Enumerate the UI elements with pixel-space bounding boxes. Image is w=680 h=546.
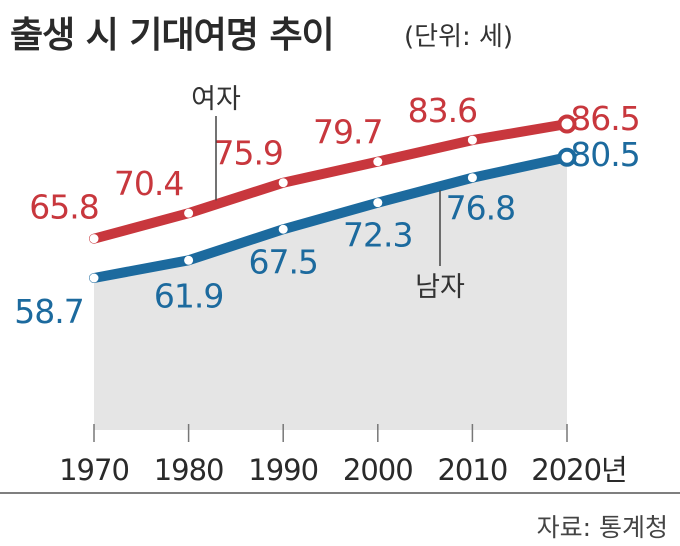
data-label: 76.8 <box>446 189 515 228</box>
data-point <box>373 198 383 208</box>
area-fill <box>94 157 567 430</box>
x-tick-label: 2020년 <box>531 453 626 487</box>
chart-title: 출생 시 기대여명 추이 <box>10 15 335 56</box>
source-note: 자료: 통계청 <box>536 513 668 542</box>
x-axis: 1970 1980 1990 2000 2010 2020년 <box>59 424 628 487</box>
data-point <box>184 208 194 218</box>
data-point <box>278 224 288 234</box>
series-layer <box>89 114 577 283</box>
label-layer: 65.8 70.4 75.9 79.7 83.6 86.5 58.7 61.9 67.5 72.3… <box>14 84 640 331</box>
data-point <box>557 147 577 167</box>
data-label: 83.6 <box>408 91 477 130</box>
x-tick-label: 1990 <box>248 453 318 487</box>
unit-label: (단위: 세) <box>404 22 514 52</box>
data-label: 65.8 <box>29 188 98 227</box>
data-point <box>278 178 288 188</box>
data-label: 61.9 <box>154 276 223 315</box>
data-point <box>467 135 477 145</box>
data-label: 75.9 <box>213 134 282 173</box>
data-label: 86.5 <box>570 99 639 138</box>
data-point <box>184 255 194 265</box>
data-label: 79.7 <box>313 113 382 152</box>
data-label: 58.7 <box>14 292 83 331</box>
data-label: 72.3 <box>343 216 412 255</box>
data-label: 80.5 <box>570 135 639 174</box>
data-point <box>89 273 99 283</box>
series-name-label: 여자 <box>191 84 241 115</box>
data-point <box>557 114 577 134</box>
data-point <box>373 157 383 167</box>
data-point <box>89 234 99 244</box>
x-tick-label: 2000 <box>343 453 413 487</box>
x-tick-label: 2010 <box>437 453 507 487</box>
data-label: 67.5 <box>248 242 317 281</box>
x-tick-label: 1970 <box>59 453 129 487</box>
series-line <box>89 119 572 244</box>
data-point <box>467 173 477 183</box>
series-name-label: 남자 <box>415 272 465 303</box>
series-line <box>89 152 572 283</box>
x-tick-label: 1980 <box>154 453 224 487</box>
data-label: 70.4 <box>114 164 183 203</box>
